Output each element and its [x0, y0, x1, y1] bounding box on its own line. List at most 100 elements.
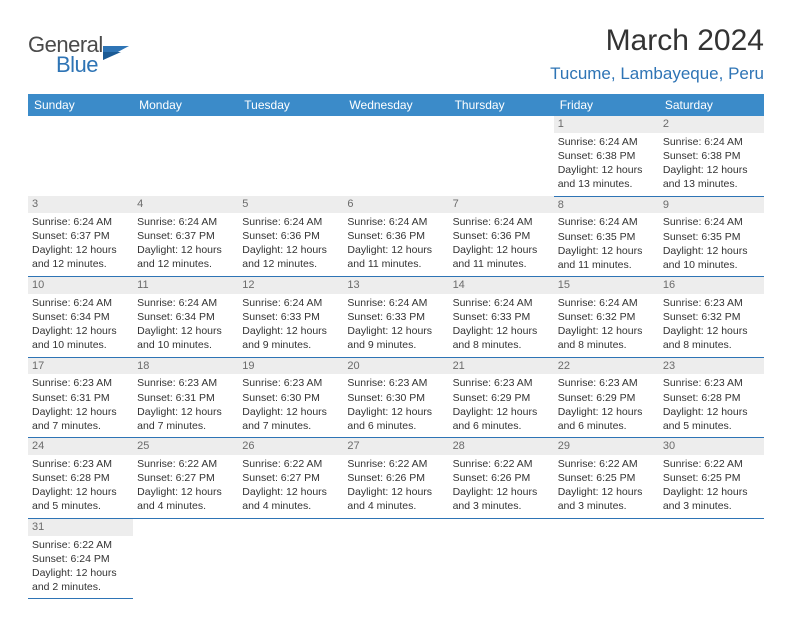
calendar-day-cell: 18Sunrise: 6:23 AMSunset: 6:31 PMDayligh…	[133, 357, 238, 438]
day-number: 9	[659, 197, 764, 214]
sunset-line: Sunset: 6:36 PM	[347, 229, 444, 243]
daylight-line: Daylight: 12 hours and 6 minutes.	[347, 405, 444, 433]
sunset-line: Sunset: 6:33 PM	[347, 310, 444, 324]
calendar-day-cell: 5Sunrise: 6:24 AMSunset: 6:36 PMDaylight…	[238, 196, 343, 277]
sunrise-line: Sunrise: 6:22 AM	[137, 457, 234, 471]
day-number: 3	[28, 196, 133, 213]
sunset-line: Sunset: 6:29 PM	[453, 391, 550, 405]
title-block: March 2024 Tucume, Lambayeque, Peru	[550, 24, 764, 90]
calendar-day-cell: 6Sunrise: 6:24 AMSunset: 6:36 PMDaylight…	[343, 196, 448, 277]
calendar-day-cell: 31Sunrise: 6:22 AMSunset: 6:24 PMDayligh…	[28, 518, 133, 599]
daylight-line: Daylight: 12 hours and 6 minutes.	[558, 405, 655, 433]
sunrise-line: Sunrise: 6:23 AM	[32, 457, 129, 471]
logo-word-blue: Blue	[56, 52, 103, 78]
sunset-line: Sunset: 6:24 PM	[32, 552, 129, 566]
sunrise-line: Sunrise: 6:24 AM	[242, 215, 339, 229]
daylight-line: Daylight: 12 hours and 7 minutes.	[242, 405, 339, 433]
sunrise-line: Sunrise: 6:23 AM	[453, 376, 550, 390]
calendar-week-row: 1Sunrise: 6:24 AMSunset: 6:38 PMDaylight…	[28, 116, 764, 196]
sunset-line: Sunset: 6:29 PM	[558, 391, 655, 405]
day-header: Wednesday	[343, 94, 448, 116]
sunrise-line: Sunrise: 6:24 AM	[347, 296, 444, 310]
calendar-empty-cell	[343, 518, 448, 599]
day-number: 16	[659, 277, 764, 294]
calendar-day-cell: 15Sunrise: 6:24 AMSunset: 6:32 PMDayligh…	[554, 277, 659, 358]
calendar-day-cell: 28Sunrise: 6:22 AMSunset: 6:26 PMDayligh…	[449, 438, 554, 519]
daylight-line: Daylight: 12 hours and 4 minutes.	[137, 485, 234, 513]
day-header: Saturday	[659, 94, 764, 116]
sunrise-line: Sunrise: 6:23 AM	[32, 376, 129, 390]
calendar-day-cell: 22Sunrise: 6:23 AMSunset: 6:29 PMDayligh…	[554, 357, 659, 438]
day-number: 11	[133, 277, 238, 294]
calendar-week-row: 24Sunrise: 6:23 AMSunset: 6:28 PMDayligh…	[28, 438, 764, 519]
day-number: 28	[449, 438, 554, 455]
calendar-empty-cell	[343, 116, 448, 196]
day-number: 5	[238, 196, 343, 213]
daylight-line: Daylight: 12 hours and 8 minutes.	[663, 324, 760, 352]
day-number: 6	[343, 196, 448, 213]
sunrise-line: Sunrise: 6:24 AM	[663, 215, 760, 229]
calendar-empty-cell	[449, 116, 554, 196]
sunset-line: Sunset: 6:30 PM	[347, 391, 444, 405]
daylight-line: Daylight: 12 hours and 8 minutes.	[453, 324, 550, 352]
day-number: 25	[133, 438, 238, 455]
day-number: 2	[659, 116, 764, 133]
calendar-page: General Blue March 2024 Tucume, Lambayeq…	[0, 0, 792, 623]
calendar-empty-cell	[238, 116, 343, 196]
sunset-line: Sunset: 6:33 PM	[242, 310, 339, 324]
calendar-day-cell: 16Sunrise: 6:23 AMSunset: 6:32 PMDayligh…	[659, 277, 764, 358]
calendar-header: SundayMondayTuesdayWednesdayThursdayFrid…	[28, 94, 764, 116]
sunset-line: Sunset: 6:38 PM	[663, 149, 760, 163]
calendar-table: SundayMondayTuesdayWednesdayThursdayFrid…	[28, 94, 764, 599]
daylight-line: Daylight: 12 hours and 9 minutes.	[242, 324, 339, 352]
sunrise-line: Sunrise: 6:24 AM	[32, 215, 129, 229]
calendar-empty-cell	[238, 518, 343, 599]
calendar-day-cell: 4Sunrise: 6:24 AMSunset: 6:37 PMDaylight…	[133, 196, 238, 277]
sunrise-line: Sunrise: 6:24 AM	[558, 296, 655, 310]
daylight-line: Daylight: 12 hours and 13 minutes.	[663, 163, 760, 191]
day-number: 12	[238, 277, 343, 294]
calendar-day-cell: 10Sunrise: 6:24 AMSunset: 6:34 PMDayligh…	[28, 277, 133, 358]
sunrise-line: Sunrise: 6:24 AM	[558, 215, 655, 229]
sunset-line: Sunset: 6:25 PM	[663, 471, 760, 485]
sunset-line: Sunset: 6:31 PM	[32, 391, 129, 405]
daylight-line: Daylight: 12 hours and 9 minutes.	[347, 324, 444, 352]
day-number: 15	[554, 277, 659, 294]
daylight-line: Daylight: 12 hours and 12 minutes.	[32, 243, 129, 271]
daylight-line: Daylight: 12 hours and 10 minutes.	[663, 244, 760, 272]
sunset-line: Sunset: 6:35 PM	[663, 230, 760, 244]
calendar-day-cell: 23Sunrise: 6:23 AMSunset: 6:28 PMDayligh…	[659, 357, 764, 438]
day-header: Thursday	[449, 94, 554, 116]
sunrise-line: Sunrise: 6:24 AM	[663, 135, 760, 149]
daylight-line: Daylight: 12 hours and 10 minutes.	[32, 324, 129, 352]
calendar-empty-cell	[133, 518, 238, 599]
day-number: 17	[28, 358, 133, 375]
header-row: General Blue March 2024 Tucume, Lambayeq…	[28, 24, 764, 90]
sunrise-line: Sunrise: 6:24 AM	[242, 296, 339, 310]
calendar-day-cell: 2 Sunrise: 6:24 AMSunset: 6:38 PMDaylight…	[659, 116, 764, 196]
sunrise-line: Sunrise: 6:22 AM	[32, 538, 129, 552]
day-number: 27	[343, 438, 448, 455]
daylight-line: Daylight: 12 hours and 10 minutes.	[137, 324, 234, 352]
sunrise-line: Sunrise: 6:23 AM	[347, 376, 444, 390]
sunset-line: Sunset: 6:38 PM	[558, 149, 655, 163]
sunset-line: Sunset: 6:25 PM	[558, 471, 655, 485]
calendar-day-cell: 30Sunrise: 6:22 AMSunset: 6:25 PMDayligh…	[659, 438, 764, 519]
sunset-line: Sunset: 6:27 PM	[137, 471, 234, 485]
day-number: 1	[554, 116, 659, 133]
calendar-day-cell: 25 Sunrise: 6:22 AMSunset: 6:27 PMDayligh…	[133, 438, 238, 519]
calendar-body: 1Sunrise: 6:24 AMSunset: 6:38 PMDaylight…	[28, 116, 764, 599]
day-number: 18	[133, 358, 238, 375]
daylight-line: Daylight: 12 hours and 4 minutes.	[242, 485, 339, 513]
sunset-line: Sunset: 6:28 PM	[663, 391, 760, 405]
sunrise-line: Sunrise: 6:22 AM	[663, 457, 760, 471]
sunrise-line: Sunrise: 6:22 AM	[242, 457, 339, 471]
day-number: 26	[238, 438, 343, 455]
sunrise-line: Sunrise: 6:24 AM	[137, 215, 234, 229]
day-header: Monday	[133, 94, 238, 116]
sunrise-line: Sunrise: 6:24 AM	[137, 296, 234, 310]
day-number: 23	[659, 358, 764, 375]
daylight-line: Daylight: 12 hours and 3 minutes.	[663, 485, 760, 513]
calendar-empty-cell	[659, 518, 764, 599]
day-number: 21	[449, 358, 554, 375]
